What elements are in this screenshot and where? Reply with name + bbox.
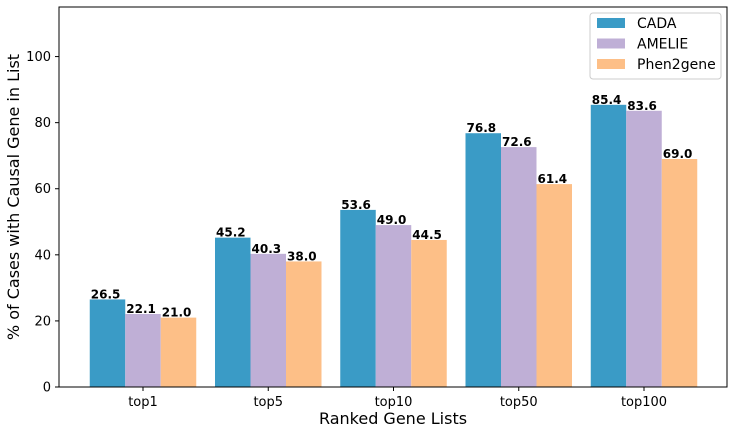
legend-swatch-cada xyxy=(597,18,625,28)
legend: CADA AMELIE Phen2gene xyxy=(589,12,722,80)
data-label-cada-top10: 53.6 xyxy=(341,198,371,212)
data-label-amelie-top50: 72.6 xyxy=(502,135,532,149)
data-label-cada-top1: 26.5 xyxy=(91,287,121,301)
bar-phen2gene-top1 xyxy=(160,317,197,387)
bar-phen2gene-top50 xyxy=(536,184,572,387)
data-label-phen2gene-top50: 61.4 xyxy=(538,172,568,186)
data-label-amelie-top10: 49.0 xyxy=(377,213,407,227)
bar-phen2gene-top10 xyxy=(411,239,447,387)
bar-amelie-top50 xyxy=(501,147,537,387)
bar-cada-top1 xyxy=(89,299,126,387)
bar-cada-top50 xyxy=(465,133,501,387)
bar-cada-top10 xyxy=(340,209,376,387)
bar-phen2gene-top5 xyxy=(286,261,322,387)
data-labels-layer: 26.5 22.1 21.0 45.2 40.3 38.0 53.6 49.0 44.5 76.8… xyxy=(91,93,693,320)
data-label-amelie-top100: 83.6 xyxy=(627,99,657,113)
y-axis-title: % of Cases with Causal Gene in List xyxy=(4,54,23,340)
legend-swatch-phen2gene xyxy=(597,59,625,69)
legend-label-phen2gene: Phen2gene xyxy=(637,57,716,73)
bar-cada-top5 xyxy=(215,237,251,387)
bar-phen2gene-top100 xyxy=(661,159,698,387)
data-label-phen2gene-top5: 38.0 xyxy=(287,249,317,263)
y-tick-label-100: 100 xyxy=(26,50,51,65)
data-label-amelie-top1: 22.1 xyxy=(126,302,156,316)
bar-amelie-top1 xyxy=(125,313,161,387)
data-label-cada-top100: 85.4 xyxy=(592,93,622,107)
x-tick-label-top5: top5 xyxy=(253,395,283,410)
y-tick-label-60: 60 xyxy=(34,182,51,197)
x-axis-title: Ranked Gene Lists xyxy=(319,409,467,428)
y-tick-label-40: 40 xyxy=(34,248,51,263)
data-label-amelie-top5: 40.3 xyxy=(252,242,282,256)
data-label-cada-top5: 45.2 xyxy=(216,226,246,240)
x-tick-label-top100: top100 xyxy=(621,395,667,410)
y-tick-label-20: 20 xyxy=(34,314,51,329)
data-label-phen2gene-top10: 44.5 xyxy=(412,228,442,242)
bar-amelie-top5 xyxy=(250,253,286,387)
data-label-cada-top50: 76.8 xyxy=(467,121,497,135)
data-label-phen2gene-top100: 69.0 xyxy=(663,147,693,161)
y-tick-label-80: 80 xyxy=(34,116,51,131)
legend-label-amelie: AMELIE xyxy=(637,37,688,53)
x-axis: top1 top5 top10 top50 top100 xyxy=(128,387,667,410)
x-tick-label-top1: top1 xyxy=(128,395,158,410)
legend-label-cada: CADA xyxy=(637,16,677,32)
bar-amelie-top100 xyxy=(626,110,662,387)
bars-layer xyxy=(89,104,698,388)
y-axis: 0 20 40 60 80 100 xyxy=(26,50,59,396)
legend-swatch-amelie xyxy=(597,38,625,49)
y-tick-label-0: 0 xyxy=(43,381,51,396)
bar-cada-top100 xyxy=(590,104,627,388)
x-tick-label-top50: top50 xyxy=(500,395,538,410)
bar-amelie-top10 xyxy=(375,225,412,387)
x-tick-label-top10: top10 xyxy=(375,395,413,410)
data-label-phen2gene-top1: 21.0 xyxy=(162,306,192,320)
